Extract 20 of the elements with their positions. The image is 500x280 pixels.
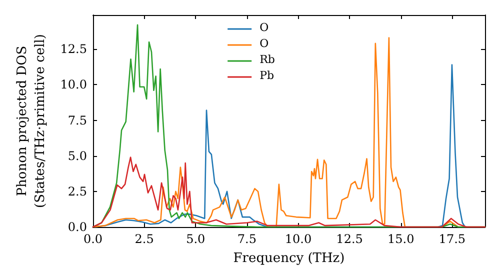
y-tick-label: 12.5 bbox=[60, 42, 87, 56]
y-tick-label: 7.5 bbox=[68, 113, 87, 128]
y-tick-label: 2.5 bbox=[68, 184, 87, 198]
legend-label: Rb bbox=[260, 53, 275, 66]
x-tick-label: 10.0 bbox=[284, 232, 312, 246]
x-tick-label: 2.5 bbox=[134, 232, 154, 246]
x-tick-label: 7.5 bbox=[237, 232, 256, 246]
legend-label: O bbox=[260, 21, 269, 34]
x-tick-label: 17.5 bbox=[438, 232, 466, 246]
x-tick-label: 0.0 bbox=[83, 232, 103, 246]
y-tick-label: 5.0 bbox=[68, 148, 87, 163]
y-tick-label: 0.0 bbox=[68, 220, 87, 234]
y-axis-title: Phonon projected DOS (States/THz·primitive cell) bbox=[14, 34, 48, 208]
x-tick-label: 5.0 bbox=[186, 232, 206, 246]
legend-label: O bbox=[260, 37, 269, 50]
legend-label: Pb bbox=[260, 69, 274, 82]
x-axis-title: Frequency (THz) bbox=[233, 251, 345, 266]
y-tick-label: 10.0 bbox=[60, 78, 87, 92]
x-tick-label: 12.5 bbox=[336, 232, 363, 246]
x-tick-label: 15.0 bbox=[387, 232, 414, 246]
